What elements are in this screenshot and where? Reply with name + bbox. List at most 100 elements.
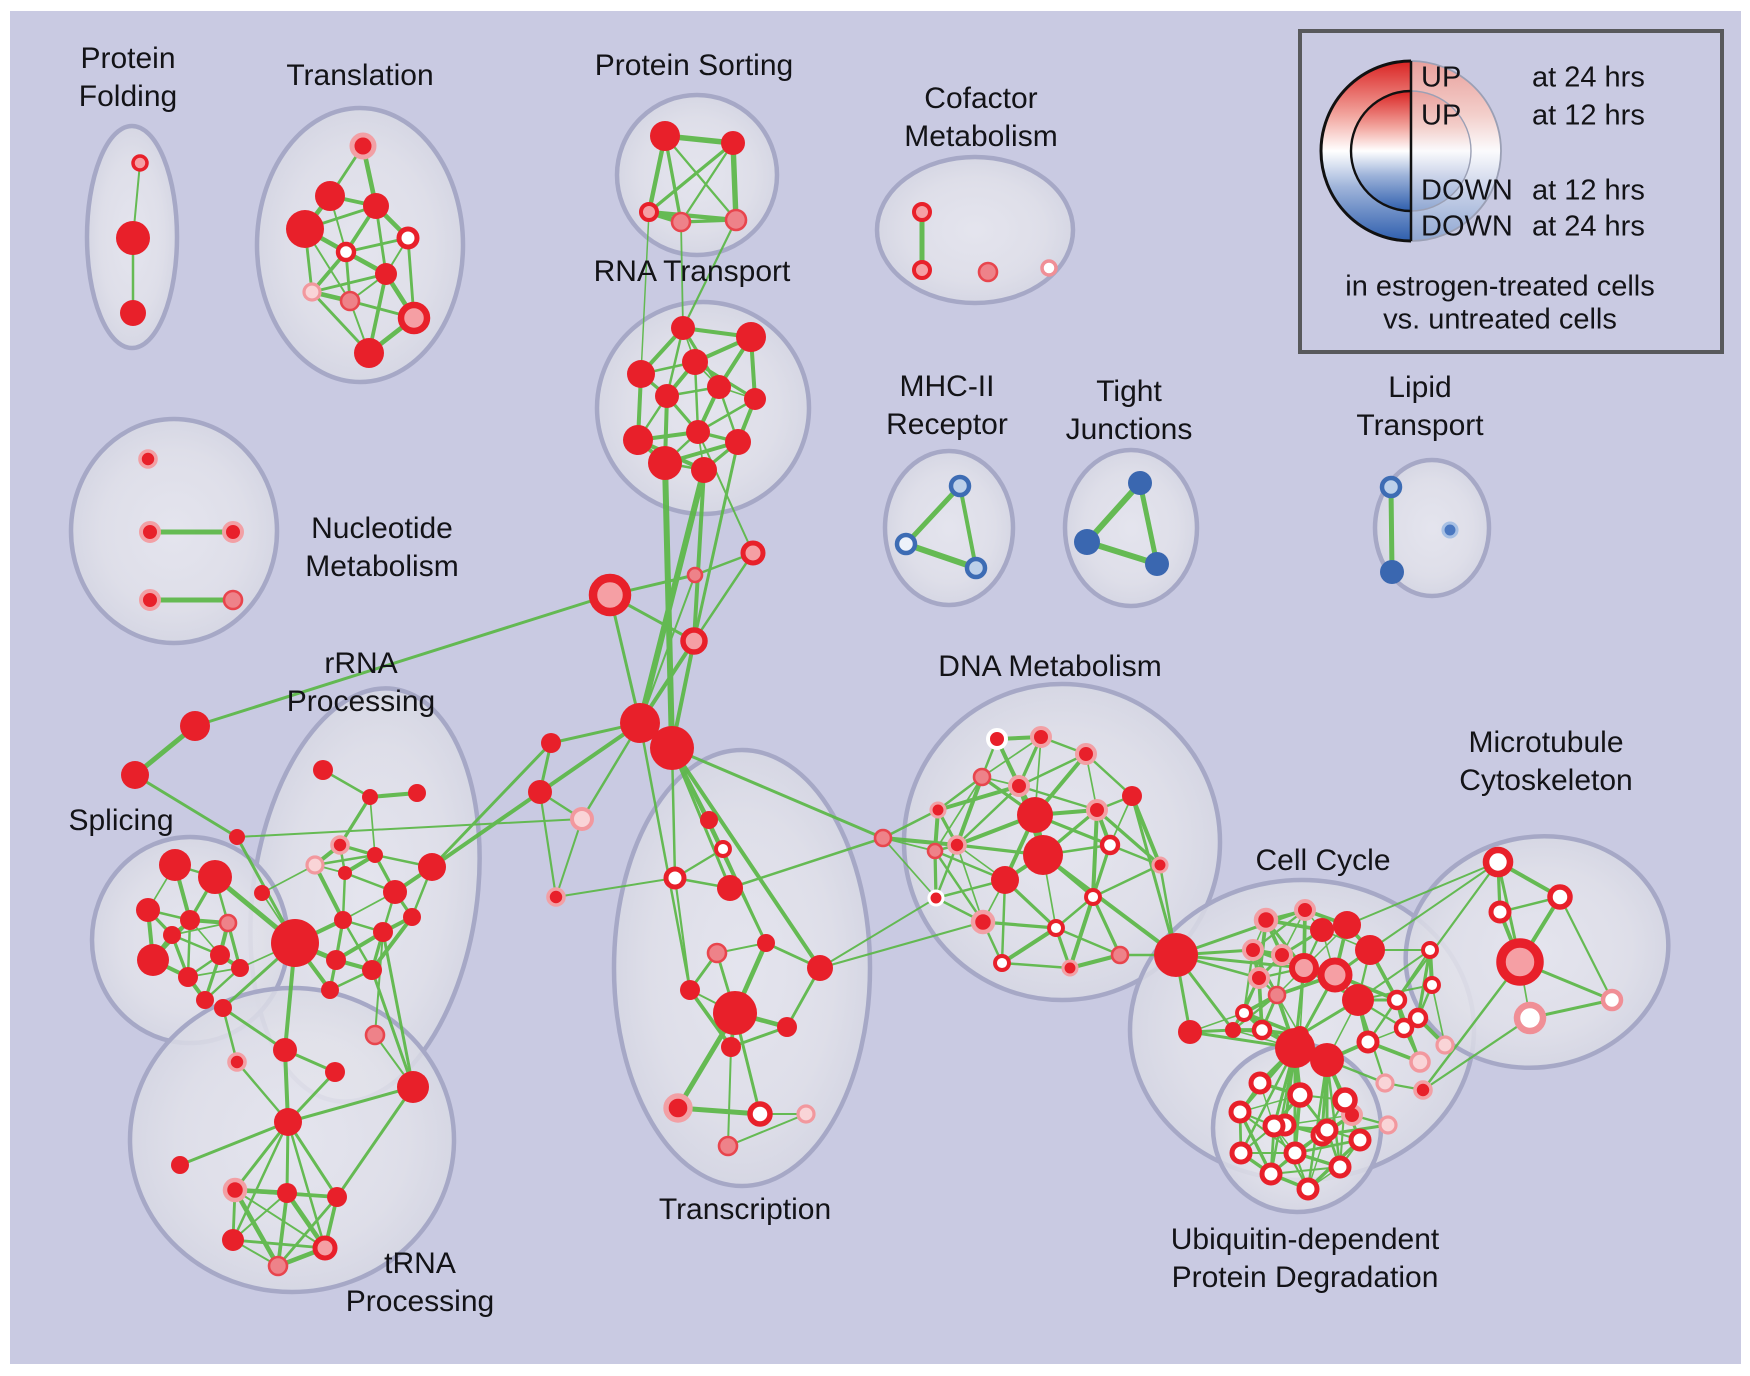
gene-node [623,425,653,455]
network-edge [232,1187,281,1269]
network-edge [956,844,984,923]
gene-node [210,945,230,965]
network-edge [381,930,415,1089]
gene-node [325,1062,345,1082]
label-microtubule-cytoskeleton: Cytoskeleton [1459,764,1632,797]
network-edge [1174,908,1307,957]
gene-node [713,991,757,1035]
gene-node [663,1093,693,1123]
gene-node [273,1038,297,1062]
gene-node [196,991,214,1009]
label-cofactor-metabolism: Cofactor [924,82,1037,115]
gene-node [131,154,149,172]
network-edge [670,746,822,970]
gene-node [418,853,446,881]
gene-node [528,780,552,804]
gene-node [1122,786,1142,806]
gene-node [680,980,700,1000]
gene-node [986,728,1008,750]
gene-node [1084,888,1102,906]
gene-node [1248,1071,1272,1095]
network-edge [1325,1058,1342,1169]
gene-node [724,208,748,232]
network-edge [555,877,676,898]
gene-node [717,875,743,901]
gene-node [1407,1007,1429,1029]
gene-node [362,789,378,805]
network-edge [236,818,583,838]
gene-node [274,1108,302,1136]
gene-node [541,733,561,753]
network-edge [1017,752,1088,788]
network-edge [881,808,940,840]
legend-caption: vs. untreated cells [1383,304,1617,336]
label-splicing: Splicing [68,804,173,837]
gene-node [1023,835,1063,875]
network-edge [1395,860,1500,1002]
gene-node [655,384,679,408]
gene-node [1262,1114,1286,1138]
network-edge [286,1120,339,1199]
gene-node [397,301,431,335]
network-edge [673,876,692,992]
gene-node [744,388,766,410]
cluster-labels: Protein Folding Translation Protein Sorting… [68,42,1632,1318]
label-rrna-processing: rRNA [324,647,397,680]
label-rrna-processing: Processing [287,685,435,718]
network-edge [981,736,1042,778]
gene-node [1287,1082,1313,1108]
gene-node [267,1255,289,1277]
network-edge [276,1195,339,1268]
cluster-mhc-ii-receptor [882,448,1016,608]
gene-node [757,934,775,952]
legend-time-0: at 24 hrs [1532,62,1645,94]
label-rna-transport: RNA Transport [594,255,791,288]
network-edge [818,920,985,970]
legend-gradient-circle [1351,91,1411,211]
network-edge [261,864,316,894]
network-edge [234,1189,326,1249]
network-edge [697,431,754,554]
gene-node [198,860,232,894]
network-edge [1130,794,1178,957]
gene-node [1386,989,1408,1011]
gene-node [1378,1115,1398,1135]
gene-node [682,349,708,375]
gene-node [305,855,325,875]
gene-node [1294,899,1316,921]
network-edge [1017,784,1099,812]
network-edge [171,922,229,936]
gene-node [912,260,932,280]
gene-node [315,181,345,211]
gene-node [1333,911,1361,939]
gene-node [116,221,150,255]
gene-node [1275,1028,1315,1068]
gene-node [714,840,732,858]
gene-node [927,889,945,907]
gene-node [231,959,249,977]
gene-node [334,911,352,929]
gene-node [302,282,322,302]
label-trna-processing: Processing [346,1285,494,1318]
network-edge [1269,1165,1342,1176]
network-edge [369,914,415,973]
gene-node [396,226,420,250]
gene-node [671,316,695,340]
gene-node [327,1187,347,1207]
gene-node [1317,957,1353,993]
gene-node [894,532,918,556]
network-edge [1346,861,1499,926]
gene-node [706,942,728,964]
label-microtubule-cytoskeleton: Microtubule [1468,726,1623,759]
network-edge [231,1238,327,1250]
gene-node [1310,1043,1344,1077]
gene-node [136,898,160,922]
network-edge [1000,961,1072,970]
gene-node [171,1156,189,1174]
gene-node [1315,1118,1339,1142]
network-edge [313,853,377,867]
gene-node [364,1024,386,1046]
gene-node [546,887,566,907]
gene-node [1379,475,1403,499]
network-edge [1067,894,1096,971]
